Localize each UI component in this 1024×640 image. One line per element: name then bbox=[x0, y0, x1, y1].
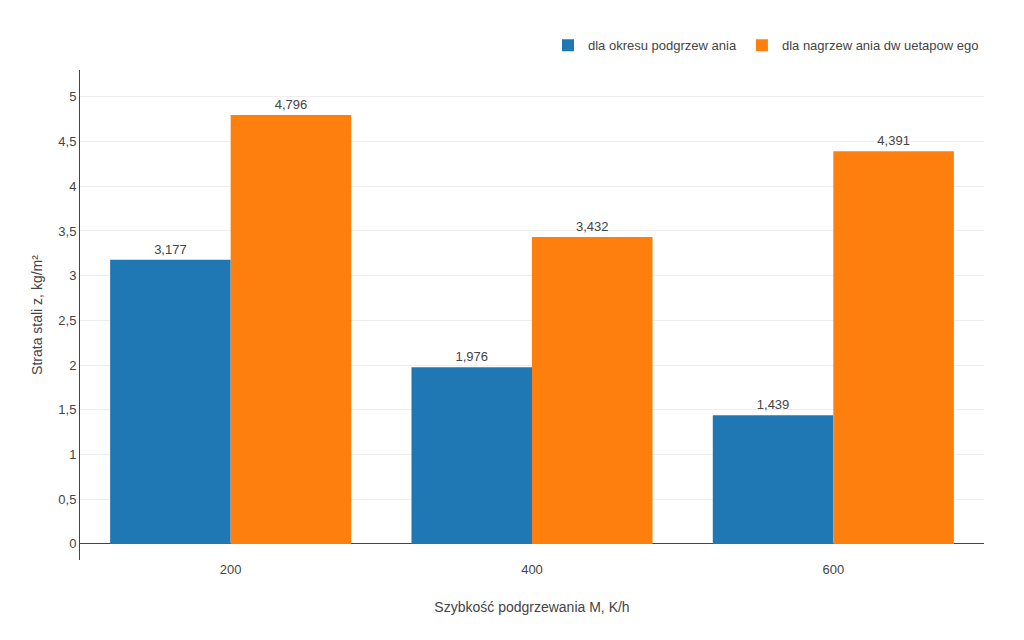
svg-text:200: 200 bbox=[220, 562, 242, 577]
svg-text:4: 4 bbox=[69, 179, 76, 194]
svg-text:dla nagrzew ania dw uetapow eg: dla nagrzew ania dw uetapow ego bbox=[782, 38, 979, 53]
svg-text:Strata stali z, kg/m²: Strata stali z, kg/m² bbox=[29, 255, 45, 375]
svg-text:0,5: 0,5 bbox=[58, 492, 76, 507]
svg-text:dla okresu podgrzew ania: dla okresu podgrzew ania bbox=[588, 38, 737, 53]
svg-text:3,5: 3,5 bbox=[58, 224, 76, 239]
svg-text:0: 0 bbox=[69, 536, 76, 551]
svg-text:3,432: 3,432 bbox=[576, 219, 609, 234]
svg-text:1,5: 1,5 bbox=[58, 402, 76, 417]
svg-text:3,177: 3,177 bbox=[154, 242, 187, 257]
svg-text:400: 400 bbox=[521, 562, 543, 577]
svg-text:3: 3 bbox=[69, 268, 76, 283]
svg-text:4,5: 4,5 bbox=[58, 134, 76, 149]
svg-text:1: 1 bbox=[69, 447, 76, 462]
svg-text:2,5: 2,5 bbox=[58, 313, 76, 328]
svg-text:2: 2 bbox=[69, 358, 76, 373]
svg-text:4,391: 4,391 bbox=[877, 133, 910, 148]
svg-text:5: 5 bbox=[69, 89, 76, 104]
svg-text:1,976: 1,976 bbox=[455, 349, 488, 364]
svg-text:4,796: 4,796 bbox=[275, 97, 308, 112]
svg-text:1,439: 1,439 bbox=[757, 397, 790, 412]
svg-text:Szybkość podgrzewania M, K/h: Szybkość podgrzewania M, K/h bbox=[434, 599, 629, 615]
svg-text:600: 600 bbox=[822, 562, 844, 577]
